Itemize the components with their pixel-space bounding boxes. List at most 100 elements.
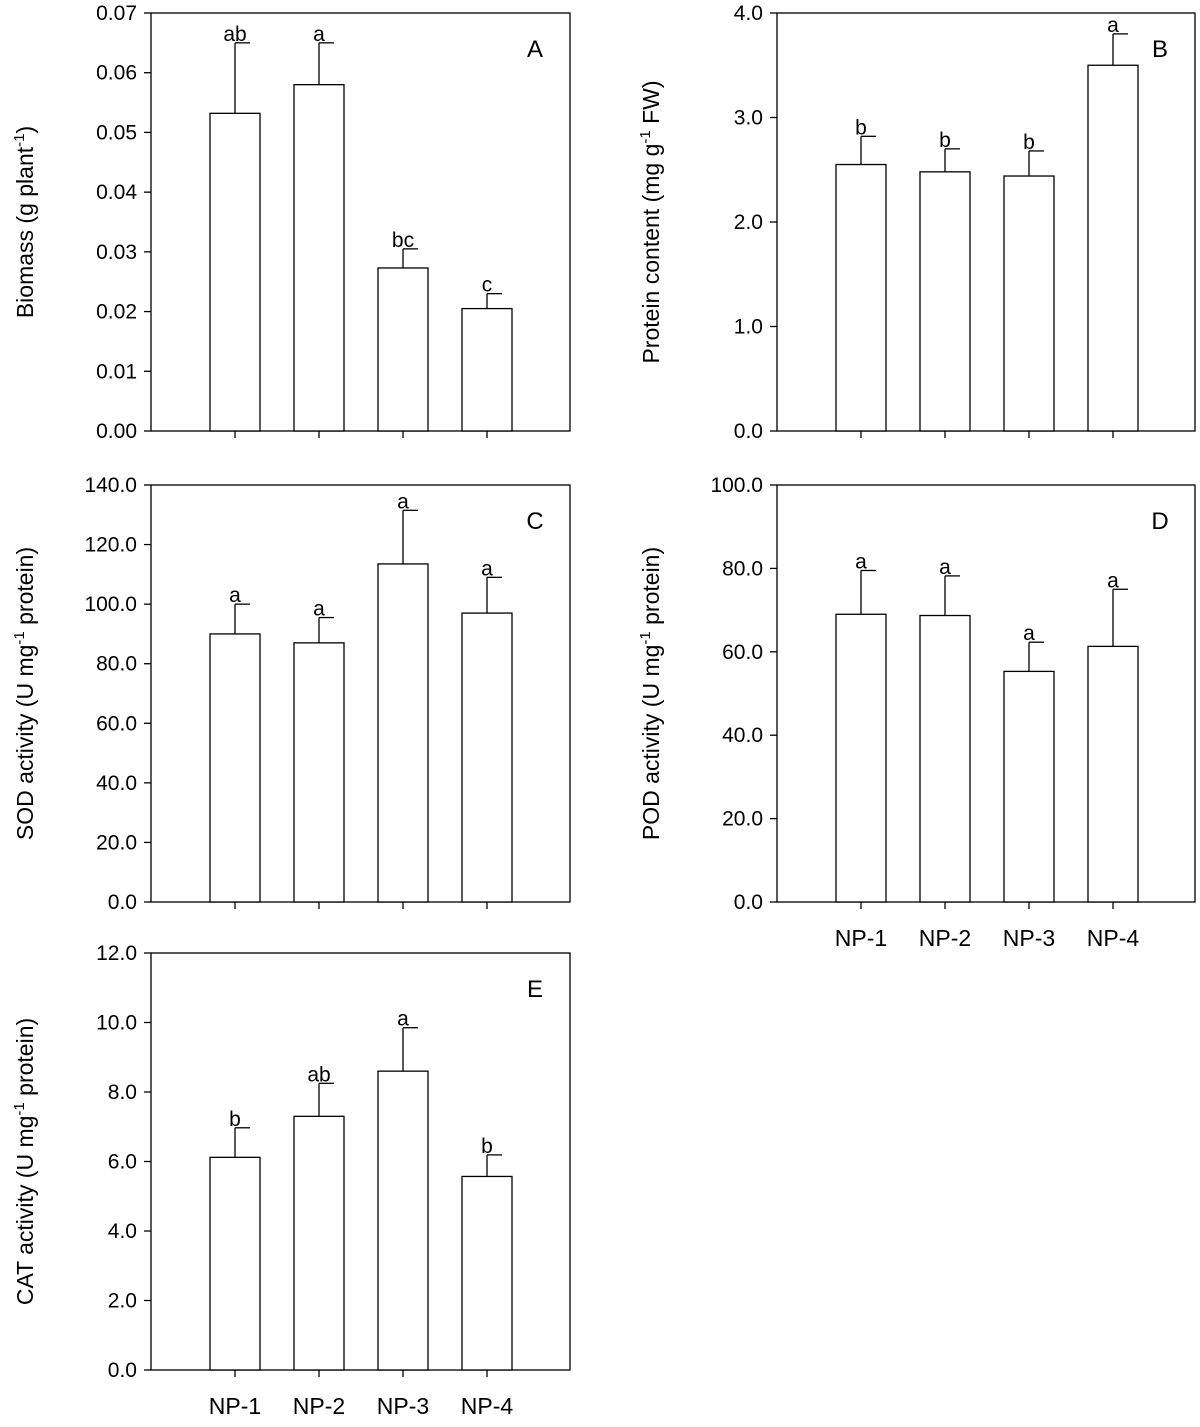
panel-d-chart: 0.0 20.0 40.0 60.0 80.0 100.0 POD activity (U …: [637, 474, 1196, 951]
panel-b-letter: B: [1152, 36, 1168, 63]
panel-c-y-axis-label: SOD activity (U mg-1 protein): [11, 547, 38, 840]
panel-b-y-axis-label: Protein content (mg g-1 FW): [637, 80, 664, 363]
panel-a-significance-letter: c: [482, 274, 493, 297]
panel-a-ytick-label: 0.02: [96, 301, 137, 324]
panel-c-frame: [150, 484, 571, 903]
panel-e-ytick-label: 4.0: [108, 1220, 137, 1243]
panel-a-ytick-label: 0.06: [96, 62, 137, 85]
panel-d-ytick-label: 20.0: [722, 808, 763, 831]
panel-d-category-label: NP-2: [919, 925, 971, 951]
panel-d-y-axis-label: POD activity (U mg-1 protein): [637, 547, 664, 840]
panel-e-ytick-label: 0.0: [108, 1359, 137, 1382]
panel-c-significance-letter: a: [397, 490, 409, 513]
panel-e-significance-letter: b: [229, 1108, 241, 1131]
panel-b-significance-letter: b: [1023, 131, 1035, 154]
panel-e-ytick-label: 6.0: [108, 1151, 137, 1174]
panel-d-letter: D: [1151, 508, 1168, 535]
panel-c-ytick-label: 80.0: [96, 653, 137, 676]
panel-d-significance-letter: a: [855, 550, 867, 573]
panel-d-ytick-label: 40.0: [722, 724, 763, 747]
panel-b-bar-np-4: [1087, 64, 1139, 432]
panel-c-bar-np-2: [293, 642, 345, 903]
panel-e-ytick-label: 12.0: [96, 942, 137, 965]
panel-d-ytick-label: 60.0: [722, 641, 763, 664]
panel-a-ytick-label: 0.07: [96, 2, 137, 25]
panel-e-ytick-label: 10.0: [96, 1012, 137, 1035]
panel-a-ytick-label: 0.05: [96, 121, 137, 144]
panel-a-y-axis-label: Biomass (g plant-1): [11, 126, 38, 318]
panel-a-significance-letter: bc: [392, 229, 414, 252]
panel-e-significance-letter: a: [397, 1008, 409, 1031]
panel-b-ytick-label: 4.0: [734, 2, 763, 25]
panel-a-bar-np-2: [293, 84, 345, 432]
panel-c-chart: 0.0 20.0 40.0 60.0 80.0 100.0 120.0 140.0 SOD ac…: [11, 474, 571, 914]
panel-c-bar-np-1: [209, 633, 261, 903]
panel-e-category-label: NP-4: [461, 1393, 514, 1419]
panel-b-significance-letter: b: [939, 129, 951, 152]
panel-e-y-axis-label: CAT activity (U mg-1 protein): [11, 1018, 38, 1305]
panel-a-letter: A: [527, 36, 543, 63]
panel-c-significance-letter: a: [229, 584, 241, 607]
panel-d-category-label: NP-4: [1087, 925, 1140, 951]
panel-c-ytick-label: 20.0: [96, 831, 137, 854]
panel-b-bar-np-2: [919, 171, 971, 432]
panel-b-significance-letter: a: [1107, 14, 1119, 37]
panel-a-bar-np-3: [377, 267, 429, 432]
panel-d-ytick-label: 0.0: [734, 891, 763, 914]
panel-b-bar-np-3: [1003, 175, 1055, 432]
panel-a-bar-np-4: [461, 307, 513, 432]
panel-d-significance-letter: a: [1023, 622, 1035, 645]
panel-d-significance-letter: a: [939, 556, 951, 579]
panel-c-ytick-label: 140.0: [84, 474, 137, 497]
panel-c-significance-letter: a: [313, 598, 325, 621]
panel-a-bar-np-1: [209, 112, 261, 432]
panel-a-ytick-label: 0.04: [96, 181, 137, 204]
panel-a-ytick-label: 0.00: [96, 420, 137, 443]
panel-e-ytick-label: 8.0: [108, 1081, 137, 1104]
panel-d-ytick-label: 80.0: [722, 557, 763, 580]
panel-b-ytick-label: 2.0: [734, 211, 763, 234]
panel-c-bar-np-4: [461, 612, 513, 903]
panel-e-significance-letter: ab: [307, 1063, 330, 1086]
panel-d-bar-np-3: [1003, 670, 1055, 903]
panel-a-ytick-label: 0.01: [96, 360, 137, 383]
panel-e-category-label: NP-2: [293, 1393, 345, 1419]
panel-c-ytick-label: 0.0: [108, 891, 137, 914]
panel-e-chart: 0.0 2.0 4.0 6.0 8.0 10.0 12.0 CAT activity (U m…: [11, 942, 571, 1419]
panel-d-significance-letter: a: [1107, 569, 1119, 592]
panel-a-significance-letter: a: [313, 23, 325, 46]
panel-d-ytick-label: 100.0: [710, 474, 763, 497]
panel-b-ytick-label: 0.0: [734, 420, 763, 443]
panel-b-bar-np-1: [835, 163, 887, 432]
panel-c-ytick-label: 60.0: [96, 712, 137, 735]
panel-a-chart: 0.00 0.01 0.02 0.03 0.04 0.05 0.06 0.07 Biomass …: [11, 2, 571, 443]
panel-e-letter: E: [527, 976, 543, 1003]
panel-d-category-label: NP-3: [1003, 925, 1055, 951]
panel-b-chart: 0.0 1.0 2.0 3.0 4.0 Protein content (mg g-1 F…: [637, 2, 1196, 443]
panel-c-bar-np-3: [377, 563, 429, 903]
panel-d-bar-np-1: [835, 613, 887, 903]
panel-c-ytick-label: 120.0: [84, 534, 137, 557]
panel-b-significance-letter: b: [855, 116, 867, 139]
panel-a-frame: [150, 12, 571, 432]
panel-e-ytick-label: 2.0: [108, 1290, 137, 1313]
panel-e-bar-np-1: [209, 1156, 261, 1371]
panel-c-ytick-label: 100.0: [84, 593, 137, 616]
panel-b-ytick-label: 3.0: [734, 107, 763, 130]
panel-c-letter: C: [526, 508, 543, 535]
panel-e-significance-letter: b: [481, 1135, 493, 1158]
panel-e-category-label: NP-3: [377, 1393, 429, 1419]
panel-c-ytick-label: 40.0: [96, 772, 137, 795]
panel-a-ytick-label: 0.03: [96, 241, 137, 264]
panel-e-category-label: NP-1: [209, 1393, 261, 1419]
panel-d-bar-np-4: [1087, 645, 1139, 903]
panel-a-significance-letter: ab: [223, 23, 246, 46]
panel-e-bar-np-4: [461, 1175, 513, 1371]
panel-d-bar-np-2: [919, 614, 971, 903]
panel-c-significance-letter: a: [481, 557, 493, 580]
panel-b-ytick-label: 1.0: [734, 316, 763, 339]
panel-e-bar-np-2: [293, 1115, 345, 1371]
panel-e-bar-np-3: [377, 1070, 429, 1371]
panel-d-category-label: NP-1: [835, 925, 887, 951]
